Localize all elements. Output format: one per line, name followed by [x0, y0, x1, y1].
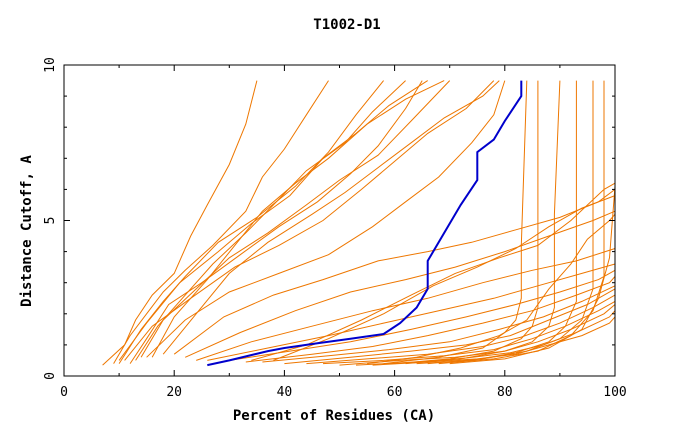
plot-frame — [63, 64, 616, 377]
x-tick-label: 80 — [497, 385, 513, 400]
series-line-m33 — [449, 80, 616, 365]
series-line-m34 — [367, 213, 616, 365]
series-line-m5 — [135, 80, 406, 361]
series-line-m19 — [284, 288, 616, 365]
series-line-m13 — [184, 210, 616, 358]
series-line-m26 — [273, 195, 616, 361]
series-line-m17 — [245, 276, 616, 363]
plot-area — [102, 80, 616, 367]
axis-ticks: 0 20 40 60 80 100 0 5 10 — [43, 57, 627, 400]
series-line-highlighted-model — [207, 80, 523, 367]
x-axis-label: Percent of Residues (CA) — [233, 408, 435, 424]
series-line-m4 — [129, 80, 423, 364]
series-line-m25 — [251, 182, 616, 361]
x-tick-label: 40 — [277, 385, 293, 400]
series-line-m30 — [416, 80, 577, 365]
series-line-m12 — [173, 189, 616, 355]
series-line-m28 — [383, 80, 528, 365]
series-line-m22 — [339, 304, 616, 366]
chart-title: T1002-D1 — [313, 17, 380, 33]
series-line-m6 — [118, 80, 428, 361]
series-line-m2 — [113, 80, 329, 364]
series-line-m10 — [162, 80, 500, 355]
x-tick-label: 20 — [166, 385, 182, 400]
x-tick-label: 100 — [603, 385, 626, 400]
series-line-m29 — [405, 80, 561, 365]
series-line-m20 — [306, 294, 616, 365]
series-line-m7 — [140, 80, 451, 358]
series-line-m11 — [146, 80, 506, 358]
series-line-m8 — [151, 80, 445, 358]
y-tick-label: 10 — [43, 57, 58, 73]
series-line-m18 — [262, 285, 616, 363]
series-line-m15 — [207, 263, 616, 361]
series-line-m27 — [394, 80, 539, 365]
y-tick-label: 0 — [43, 372, 58, 380]
series-line-m9 — [124, 80, 495, 361]
series-line-m21 — [322, 300, 616, 365]
series-line-m1 — [102, 80, 258, 366]
y-axis-label: Distance Cutoff, A — [19, 155, 35, 307]
series-line-m31 — [427, 80, 594, 365]
series-line-m14 — [196, 248, 616, 361]
series-line-m32 — [438, 80, 605, 365]
series-line-m16 — [229, 269, 616, 361]
series-line-m3 — [118, 80, 384, 364]
x-tick-label: 60 — [387, 385, 403, 400]
y-tick-label: 5 — [43, 217, 58, 225]
x-tick-label: 0 — [60, 385, 68, 400]
